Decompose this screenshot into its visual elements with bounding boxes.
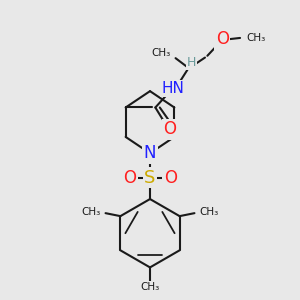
Text: S: S: [144, 169, 156, 187]
Text: CH₃: CH₃: [82, 207, 101, 217]
Text: O: O: [123, 169, 136, 187]
Text: O: O: [163, 120, 176, 138]
Text: O: O: [216, 30, 229, 48]
Text: N: N: [144, 144, 156, 162]
Text: H: H: [187, 56, 196, 69]
Text: CH₃: CH₃: [151, 48, 170, 59]
Text: CH₃: CH₃: [140, 282, 160, 292]
Text: CH₃: CH₃: [247, 33, 266, 43]
Text: O: O: [164, 169, 177, 187]
Text: HN: HN: [161, 81, 184, 96]
Text: CH₃: CH₃: [199, 207, 218, 217]
